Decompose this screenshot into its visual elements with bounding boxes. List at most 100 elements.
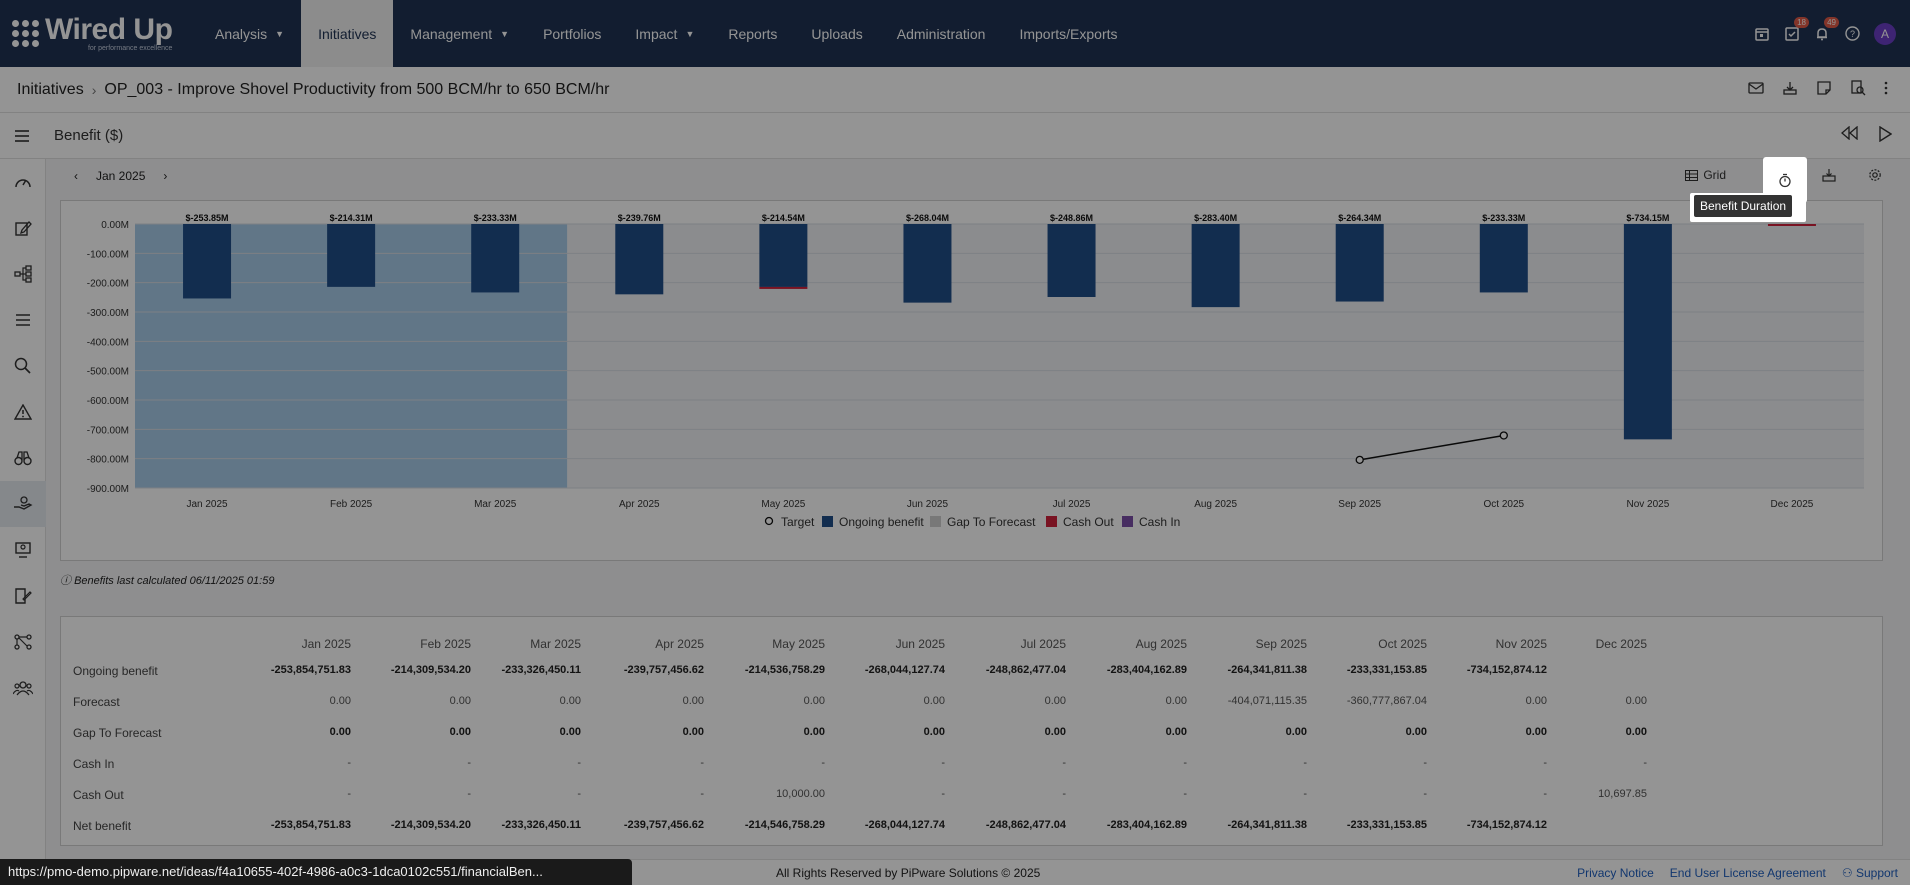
table-cell: -239,757,456.62 bbox=[623, 664, 704, 676]
table-cell: 0.00 bbox=[1625, 695, 1647, 707]
ongoing-benefit-bar bbox=[1335, 224, 1384, 302]
nav-label: Uploads bbox=[811, 25, 863, 42]
table-cell: -283,404,162.89 bbox=[1106, 819, 1187, 831]
column-header: Jul 2025 bbox=[1020, 637, 1066, 651]
nav-impact[interactable]: Impact ▼ bbox=[618, 0, 711, 67]
monitor-person-icon[interactable] bbox=[0, 527, 46, 573]
binoculars-icon[interactable] bbox=[0, 435, 46, 481]
table-cell: 0.00 bbox=[923, 695, 945, 707]
nav-administration[interactable]: Administration bbox=[880, 0, 1003, 67]
table-cell: - bbox=[1062, 757, 1066, 769]
table-cell: - bbox=[1183, 788, 1187, 800]
data-label: $-233.33M bbox=[474, 213, 517, 223]
ongoing-benefit-bar bbox=[183, 224, 232, 299]
next-period-icon[interactable]: › bbox=[163, 169, 168, 183]
table-cell: 0.00 bbox=[803, 695, 825, 707]
list-icon[interactable] bbox=[0, 297, 46, 343]
chart-settings-button[interactable] bbox=[1862, 158, 1888, 192]
table-cell: -253,854,751.83 bbox=[270, 819, 351, 831]
ongoing-benefit-bar bbox=[327, 224, 376, 287]
export-chart-button[interactable] bbox=[1816, 158, 1842, 192]
x-tick-label: Feb 2025 bbox=[330, 499, 373, 510]
y-tick-label: -100.00M bbox=[87, 249, 129, 260]
table-cell: -404,071,115.35 bbox=[1227, 695, 1307, 707]
table-cell: - bbox=[577, 788, 581, 800]
edit-icon[interactable] bbox=[0, 205, 46, 251]
wiredup-logo[interactable]: Wired Up for performance excellence bbox=[0, 0, 190, 67]
eula-link[interactable]: End User License Agreement bbox=[1669, 866, 1826, 880]
benefit-hand-icon[interactable] bbox=[0, 481, 46, 527]
section-title: Benefit ($) bbox=[54, 127, 124, 144]
logo-dots-icon bbox=[12, 20, 39, 47]
x-tick-label: Oct 2025 bbox=[1483, 499, 1524, 510]
y-tick-label: -800.00M bbox=[87, 455, 129, 466]
legend-swatch bbox=[1046, 516, 1057, 527]
nav-portfolios[interactable]: Portfolios bbox=[526, 0, 618, 67]
note-icon[interactable] bbox=[1816, 80, 1832, 101]
dashboard-icon[interactable] bbox=[0, 159, 46, 205]
nav-analysis[interactable]: Analysis ▼ bbox=[198, 0, 301, 67]
breadcrumb-root[interactable]: Initiatives bbox=[17, 80, 84, 98]
table-cell: -264,341,811.38 bbox=[1227, 664, 1307, 676]
x-tick-label: Sep 2025 bbox=[1338, 499, 1381, 510]
rewind-icon[interactable] bbox=[1840, 125, 1858, 146]
column-header: Jan 2025 bbox=[301, 637, 351, 651]
support-link[interactable]: ⚇ Support bbox=[1842, 866, 1898, 880]
table-cell: - bbox=[700, 788, 704, 800]
legend-label: Target bbox=[781, 515, 815, 529]
nav-reports[interactable]: Reports bbox=[711, 0, 794, 67]
table-cell: 10,000.00 bbox=[776, 788, 825, 800]
nav-management[interactable]: Management ▼ bbox=[393, 0, 526, 67]
search-analysis-icon[interactable] bbox=[0, 343, 46, 389]
tasks-icon[interactable]: 18 bbox=[1784, 16, 1809, 42]
notifications-badge: 49 bbox=[1824, 16, 1839, 28]
workflow-icon[interactable] bbox=[0, 619, 46, 665]
table-cell: -264,341,811.38 bbox=[1227, 819, 1307, 831]
calc-note: ⓘ Benefits last calculated 06/11/2025 01… bbox=[60, 572, 274, 588]
table-cell: - bbox=[1643, 757, 1647, 769]
warning-icon[interactable] bbox=[0, 389, 46, 435]
ongoing-benefit-bar bbox=[471, 224, 520, 293]
download-icon[interactable] bbox=[1782, 80, 1798, 101]
copyright: All Rights Reserved by PiPware Solutions… bbox=[776, 866, 1041, 880]
grid-toggle-button[interactable]: Grid bbox=[1679, 158, 1732, 192]
x-tick-label: Nov 2025 bbox=[1626, 499, 1669, 510]
column-header: Apr 2025 bbox=[655, 637, 704, 651]
period-label: Jan 2025 bbox=[96, 169, 146, 183]
prev-period-icon[interactable]: ‹ bbox=[74, 169, 78, 183]
legend-target-marker bbox=[764, 516, 774, 526]
calendar-icon[interactable] bbox=[1754, 26, 1770, 42]
nav-label: Analysis bbox=[215, 25, 268, 42]
bell-icon[interactable]: 49 bbox=[1814, 16, 1839, 42]
hamburger-menu-icon[interactable] bbox=[0, 129, 44, 143]
table-cell: - bbox=[1062, 788, 1066, 800]
hierarchy-icon[interactable] bbox=[0, 251, 46, 297]
data-label: $-233.33M bbox=[1482, 213, 1525, 223]
y-tick-label: -700.00M bbox=[87, 425, 129, 436]
nav-label: Reports bbox=[728, 25, 778, 42]
privacy-notice-link[interactable]: Privacy Notice bbox=[1577, 866, 1654, 880]
help-icon[interactable]: ? bbox=[1844, 26, 1860, 42]
table-cell: - bbox=[1423, 788, 1427, 800]
nav-imports-exports[interactable]: Imports/Exports bbox=[1002, 0, 1134, 67]
table-row: Gap To Forecast 0.00 0.00 0.00 0.00 0.00 0.00 0… bbox=[61, 726, 1882, 746]
x-tick-label: Apr 2025 bbox=[619, 499, 660, 510]
x-tick-label: Aug 2025 bbox=[1194, 499, 1237, 510]
user-avatar[interactable]: A bbox=[1874, 22, 1896, 45]
email-icon[interactable] bbox=[1748, 81, 1764, 100]
legend-swatch bbox=[1122, 516, 1133, 527]
document-search-icon[interactable] bbox=[1850, 79, 1866, 101]
table-row: Forecast 0.00 0.00 0.00 0.00 0.00 0.00 0.00 0.00… bbox=[61, 695, 1882, 715]
nav-label: Impact bbox=[635, 25, 678, 42]
play-icon[interactable] bbox=[1878, 125, 1893, 146]
nav-uploads[interactable]: Uploads bbox=[794, 0, 879, 67]
document-edit-icon[interactable] bbox=[0, 573, 46, 619]
legend-swatch bbox=[822, 516, 833, 527]
nav-initiatives[interactable]: Initiatives bbox=[301, 0, 394, 67]
more-vertical-icon[interactable] bbox=[1884, 81, 1888, 100]
grid-icon bbox=[1685, 169, 1699, 181]
ongoing-benefit-bar bbox=[615, 224, 664, 295]
y-tick-label: -200.00M bbox=[87, 279, 129, 290]
table-cell: - bbox=[1303, 757, 1307, 769]
team-icon[interactable] bbox=[0, 665, 46, 711]
